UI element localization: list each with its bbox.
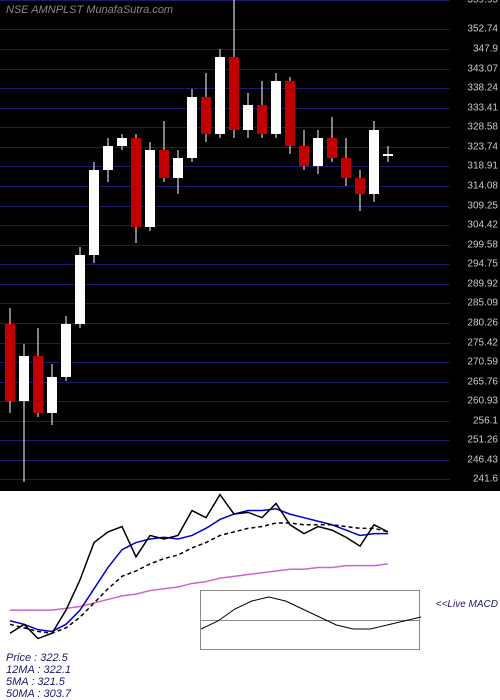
y-axis-labels: 359.95 352.74 347.9 343.07 338.24 333.41 328.5… [450, 0, 500, 490]
candle-body [89, 170, 99, 255]
candle [159, 0, 169, 490]
candle [117, 0, 127, 490]
candle-body [229, 57, 239, 130]
y-axis-label: 343.07 [467, 63, 498, 74]
candle-body [341, 158, 351, 178]
y-axis-label: 251.26 [467, 435, 498, 446]
info-price: Price : 322.5 [6, 652, 494, 664]
candle [103, 0, 113, 490]
candle [271, 0, 281, 490]
candle [89, 0, 99, 490]
candle [145, 0, 155, 490]
candle-body [159, 150, 169, 178]
candle [257, 0, 267, 490]
candle-body [103, 146, 113, 170]
candle-body [145, 150, 155, 227]
candle [369, 0, 379, 490]
candle-body [201, 97, 211, 133]
candle-body [47, 377, 57, 413]
y-axis-label: 309.25 [467, 200, 498, 211]
indicator-panel: <<Live MACD [0, 490, 500, 650]
candle-body [313, 138, 323, 166]
y-axis-label: 299.58 [467, 239, 498, 250]
candle [355, 0, 365, 490]
y-axis-label: 333.41 [467, 102, 498, 113]
macd-line [201, 597, 421, 629]
y-axis-label: 338.24 [467, 83, 498, 94]
y-axis-label: 318.91 [467, 161, 498, 172]
candle [61, 0, 71, 490]
y-axis-label: 359.95 [467, 0, 498, 6]
y-axis-label: 260.93 [467, 396, 498, 407]
candle [47, 0, 57, 490]
candle-body [327, 138, 337, 158]
y-axis-label: 241.6 [473, 474, 498, 485]
candle-body [19, 356, 29, 401]
candle-body [299, 146, 309, 166]
candle-body [5, 324, 15, 401]
candle [313, 0, 323, 490]
candle-plot-area [0, 0, 450, 490]
y-axis-label: 304.42 [467, 220, 498, 231]
candle-body [131, 138, 141, 227]
candle [75, 0, 85, 490]
y-axis-label: 328.58 [467, 122, 498, 133]
candle [5, 0, 15, 490]
y-axis-label: 246.43 [467, 454, 498, 465]
info-panel: Price : 322.5 12MA : 322.1 5MA : 321.5 5… [0, 650, 500, 700]
candle-body [117, 138, 127, 146]
candle [187, 0, 197, 490]
candle-body [383, 154, 393, 156]
y-axis-label: 256.1 [473, 415, 498, 426]
info-ma5: 5MA : 321.5 [6, 676, 494, 688]
info-ma12: 12MA : 322.1 [6, 664, 494, 676]
y-axis-label: 275.42 [467, 337, 498, 348]
candle [229, 0, 239, 490]
candle-body [243, 105, 253, 129]
candle-body [285, 81, 295, 146]
live-macd-label: <<Live MACD [436, 599, 498, 610]
candle-body [61, 324, 71, 377]
y-axis-label: 270.59 [467, 357, 498, 368]
candle [383, 0, 393, 490]
candle [215, 0, 225, 490]
candle [33, 0, 43, 490]
candle [19, 0, 29, 490]
y-axis-label: 294.75 [467, 259, 498, 270]
candle-body [355, 178, 365, 194]
y-axis-label: 323.74 [467, 141, 498, 152]
candle [173, 0, 183, 490]
candle-body [215, 57, 225, 134]
y-axis-label: 289.92 [467, 278, 498, 289]
candle [341, 0, 351, 490]
candle-body [257, 105, 267, 133]
stock-chart-container: NSE AMNPLST MunafaSutra.com 359.95352.74… [0, 0, 500, 700]
y-axis-label: 265.76 [467, 376, 498, 387]
macd-inset [200, 590, 420, 650]
y-axis-label: 314.08 [467, 180, 498, 191]
candle-body [173, 158, 183, 178]
y-axis-label: 352.74 [467, 24, 498, 35]
candle-body [369, 130, 379, 195]
candlestick-panel: NSE AMNPLST MunafaSutra.com 359.95352.74… [0, 0, 500, 490]
macd-svg [201, 591, 421, 651]
candle-body [33, 356, 43, 413]
y-axis-label: 285.09 [467, 298, 498, 309]
candle [243, 0, 253, 490]
candle [201, 0, 211, 490]
info-ma50: 50MA : 303.7 [6, 688, 494, 700]
candle [327, 0, 337, 490]
candle [285, 0, 295, 490]
y-axis-label: 280.26 [467, 317, 498, 328]
candle-body [271, 81, 281, 134]
candle-body [187, 97, 197, 158]
y-axis-label: 347.9 [473, 44, 498, 55]
candle [131, 0, 141, 490]
candle-body [75, 255, 85, 324]
candle [299, 0, 309, 490]
